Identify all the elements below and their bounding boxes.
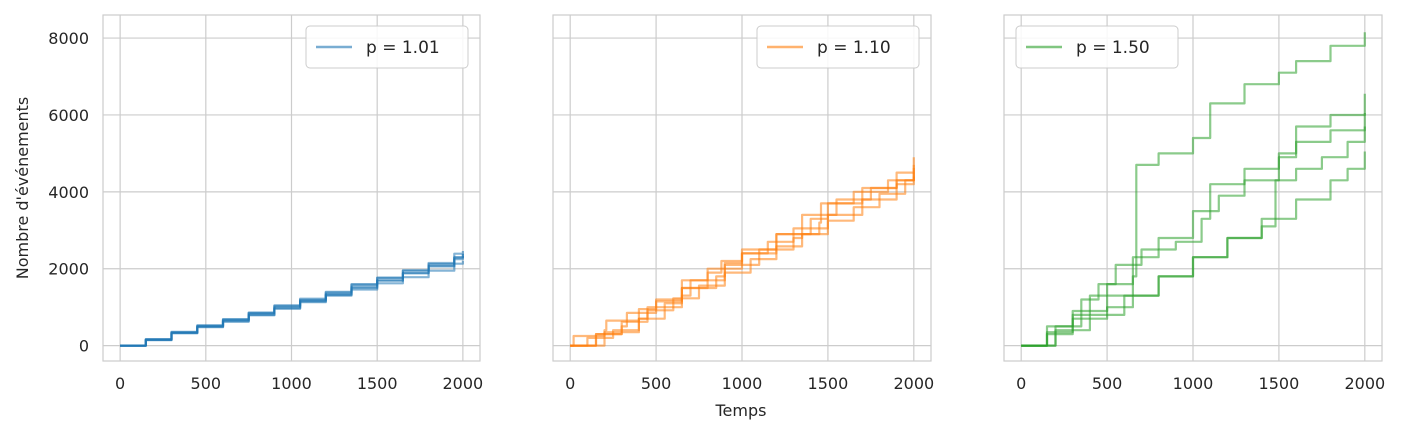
x-tick-label: 1000 (722, 374, 763, 393)
y-tick-label: 8000 (48, 29, 89, 48)
series-line-5 (120, 256, 464, 347)
series-line-3 (1021, 113, 1366, 347)
plot-frame (1003, 14, 1383, 362)
y-tick-label: 4000 (48, 183, 89, 202)
legend-box (1015, 25, 1179, 69)
series-line-2 (570, 176, 915, 347)
series-line-5 (570, 164, 915, 347)
legend-box (305, 25, 469, 69)
x-tick-label: 1500 (808, 374, 849, 393)
series-line-5 (1021, 151, 1366, 347)
y-tick-label: 6000 (48, 106, 89, 125)
x-tick-label: 1000 (1173, 374, 1214, 393)
legend-label: p = 1.50 (1076, 38, 1150, 58)
x-tick-label: 0 (565, 374, 575, 393)
x-tick-label: 1500 (357, 374, 398, 393)
y-axis-label: Nombre d'événements (13, 97, 32, 280)
legend-label: p = 1.01 (366, 38, 440, 58)
legend-label: p = 1.10 (817, 38, 891, 58)
x-tick-label: 500 (641, 374, 672, 393)
x-tick-label: 2000 (443, 374, 484, 393)
legend-box (756, 25, 920, 69)
series-line-3 (570, 172, 915, 347)
plot-frame (552, 14, 932, 362)
y-tick-label: 2000 (48, 260, 89, 279)
legend: p = 1.01 (305, 25, 469, 69)
x-tick-label: 2000 (1344, 374, 1385, 393)
chart-panel-2: 0 500 1000 1500 2000 p = 1.10 (552, 14, 934, 393)
legend: p = 1.10 (756, 25, 920, 69)
y-tick-label: 0 (79, 337, 89, 356)
x-tick-label: 500 (1092, 374, 1123, 393)
x-tick-label: 0 (1016, 374, 1026, 393)
x-tick-label: 500 (191, 374, 222, 393)
panels: 0 500 1000 1500 2000 0 2000 4000 6000 8000 p = 1.0… (48, 14, 1385, 393)
plot-frame (102, 14, 481, 362)
x-tick-label: 2000 (893, 374, 934, 393)
x-tick-label: 0 (115, 374, 125, 393)
chart-panel-1: 0 500 1000 1500 2000 0 2000 4000 6000 8000 p = 1.0… (48, 14, 484, 393)
x-tick-label: 1500 (1259, 374, 1300, 393)
series-line-1 (1021, 32, 1366, 347)
x-axis-label: Temps (715, 401, 767, 420)
legend: p = 1.50 (1015, 25, 1179, 69)
x-tick-label: 1000 (271, 374, 312, 393)
chart-panel-3: 0 500 1000 1500 2000 p = 1.50 (1003, 14, 1385, 393)
